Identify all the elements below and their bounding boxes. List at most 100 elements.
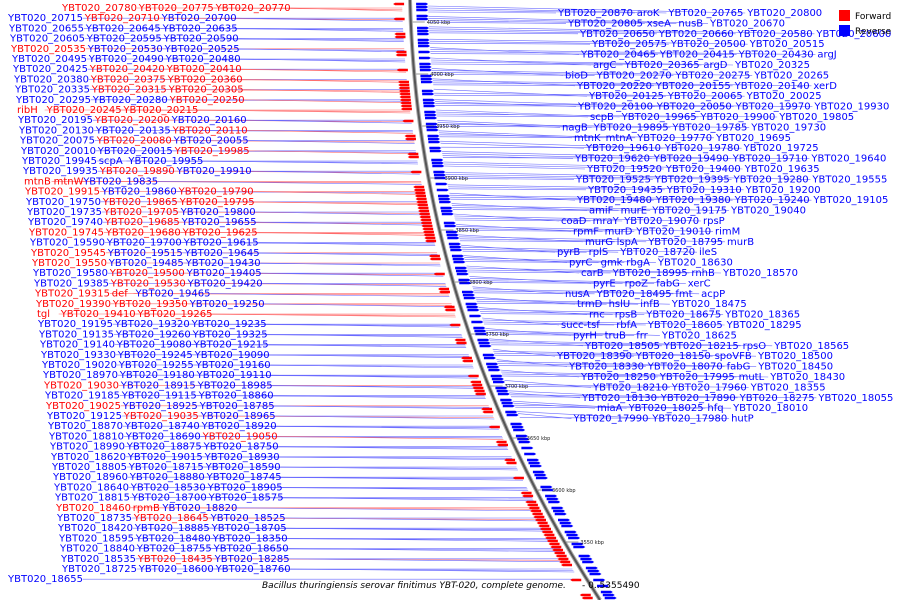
label-leader-line [510,394,817,399]
forward-gene-arrow [548,542,560,546]
label-leader-line [428,11,557,14]
forward-gene-arrow [400,104,412,108]
label-leader-line [504,380,592,388]
gene-label: YBT020_18875 [126,442,202,453]
forward-gene-arrow [413,185,425,189]
reverse-gene-arrow [501,401,514,405]
gene-label: YBT020_19325 [192,329,268,340]
reverse-gene-arrow [466,305,479,309]
gene-label: mtnA [606,133,633,144]
gene-label: YBT020_19895 [593,122,669,133]
gene-label: YBT020_18930 [204,452,280,463]
gene-label: mtnB [24,176,51,187]
reverse-gene-arrow [451,254,464,258]
label-leader-line [437,120,592,128]
label-leader-line [428,26,815,35]
gene-label: YBT020_19780 [664,143,740,154]
forward-gene-arrow [438,287,450,291]
reverse-gene-arrow [462,293,475,297]
label-leader-line [433,82,733,87]
label-leader-line [287,538,557,542]
label-leader-line [443,163,664,170]
gene-label: YBT020_20125 [588,91,664,102]
gene-label: YBT020_18055 [817,393,893,404]
gene-label: YBT020_20010 [20,146,96,157]
gene-label: YBT020_19160 [195,360,271,371]
gene-label: YBT020_20420 [89,64,165,75]
gene-label: YBT020_17960 [671,382,747,393]
gene-label: YBT020_19725 [743,143,819,154]
label-leader-line [237,507,539,512]
label-leader-line [461,244,556,253]
gene-label: YBT020_18760 [215,564,291,575]
gene-label: YBT020_18960 [52,472,128,483]
gene-label: murB [727,237,754,248]
label-leader-line [502,375,658,378]
label-leader-line [237,28,404,32]
reverse-gene-arrow [490,374,503,378]
reverse-gene-arrow [602,593,615,597]
gene-label: YBT020_18285 [214,554,290,565]
gene-label: spoVFB [715,351,752,362]
label-leader-line [260,262,441,267]
gene-label: YBT020_20650 [579,29,655,40]
forward-gene-arrow [404,137,416,141]
reverse-gene-arrow [421,89,434,93]
forward-gene-arrow [395,53,407,57]
label-leader-line [490,342,741,347]
gene-label: YBT020_19555 [811,174,887,185]
label-leader-line [455,219,591,222]
gene-label: YBT020_19640 [810,154,886,165]
gene-label: YBT020_19250 [189,299,265,310]
label-leader-line [454,215,702,222]
label-leader-line [452,209,619,211]
forward-gene-arrow [399,98,411,102]
gene-label: YBT020_19865 [102,197,178,208]
gene-label: YBT020_19550 [31,258,107,269]
gene-label: YBT020_18460 [55,503,131,514]
label-leader-line [435,103,813,107]
gene-label: infB [640,299,660,310]
reverse-gene-arrow [540,485,553,489]
reverse-gene-arrow [440,206,453,210]
forward-gene-arrow [581,596,593,600]
label-leader-line [264,303,453,308]
gene-label: YBT020_20635 [162,23,238,34]
reverse-gene-arrow [571,542,584,546]
label-leader-line [431,63,623,66]
label-leader-line [470,280,655,284]
forward-gene-arrow [540,527,552,531]
gene-label: mtnK [574,133,601,144]
reverse-gene-arrow [426,128,439,132]
forward-gene-arrow [462,359,474,363]
label-leader-line [213,568,574,571]
gene-label: YBT020_20410 [166,64,242,75]
label-leader-line [454,217,623,222]
gene-label: YBT020_19795 [179,197,255,208]
label-leader-line [436,115,699,118]
forward-gene-arrow [552,548,564,552]
gene-label: YBT020_19070 [623,216,699,227]
forward-gene-arrow [438,290,450,294]
reverse-gene-arrow [469,314,482,318]
gene-label: YBT020_20130 [18,125,94,136]
forward-gene-arrow [561,563,573,567]
label-leader-line [493,350,757,357]
gene-label: YBT020_19280 [733,174,809,185]
label-leader-line [157,181,422,185]
gene-label: YBT020_20490 [88,54,164,65]
forward-gene-arrow [428,254,440,258]
gene-label: YBT020_19010 [635,226,711,237]
forward-gene-arrow [393,17,405,21]
gene-label: YBT020_19785 [671,122,747,133]
gene-label: YBT020_19410 [60,309,136,320]
reverse-gene-arrow [517,437,530,441]
forward-gene-arrow [422,230,434,234]
legend-swatch-forward [839,10,850,21]
gene-label: YBT020_20360 [167,74,243,85]
gene-label: YBT020_19900 [699,112,775,123]
gene-label: YBT020_18595 [58,533,134,544]
label-leader-line [448,186,665,191]
reverse-gene-arrow [419,62,432,66]
gene-label: YBT020_20575 [591,39,667,50]
